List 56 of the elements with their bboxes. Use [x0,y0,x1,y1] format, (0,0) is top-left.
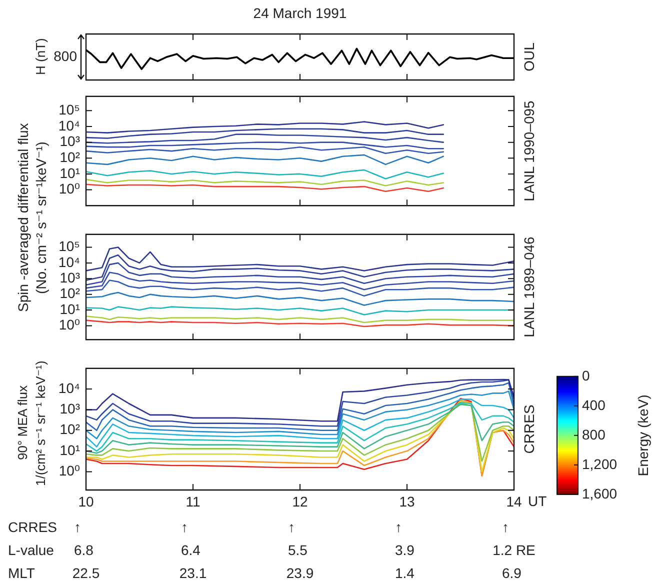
text: 1.4 [395,564,415,581]
y-axis-title: Spin -averaged differential flux (No. cm⁻² s⁻¹ sr⁻¹keV⁻¹) [14,122,50,314]
text: 6.4 [181,542,201,558]
text: 800 [54,48,78,64]
color-bar-title: Energy (keV) [634,394,651,476]
y-tick-label: 10⁰ [58,180,80,197]
text: ↑ [395,518,402,535]
text: L-value [8,542,54,558]
y-tick-label: 10⁴ [58,117,80,134]
y-tick-label: 10¹ [60,442,80,458]
y-tick-label: 10⁰ [58,316,80,333]
text: ↑ [74,518,81,535]
x-tick-label: 13 [399,493,415,510]
text: 6.8 [74,542,94,558]
y2-axis-title: CRRES [520,404,537,454]
x-tick-label: 11 [186,493,200,510]
y-tick-label: 10³ [60,133,80,150]
color-bar-label: 0 [582,367,590,384]
y-tick-label: 10³ [60,269,80,286]
text: 6.9 [502,564,522,581]
text: 23.9 [286,564,314,581]
text: CRRES [8,518,58,535]
y-tick-label: 10⁵ [58,102,80,118]
x-tick-label: 12 [292,493,308,510]
y-tick-label: 10⁵ [58,238,80,254]
y-axis-title: 90° MEA flux 1/(cm² s⁻¹ sr⁻¹ keV⁻¹) [14,359,49,488]
y2-axis-title: OUL [520,42,537,72]
y-tick-label: 10⁴ [58,380,80,396]
y-tick-label: 10² [60,285,80,302]
text: MLT [8,564,36,581]
x-tick-label: 14 [506,493,522,510]
y-tick-label: 10² [60,421,80,438]
x-axis-title: UT [528,492,548,509]
y2-axis-title: LANL 1990–095 [520,100,537,202]
y-tick-label: 10⁰ [58,462,80,479]
y-tick-label: 10¹ [60,164,80,181]
color-bar-label: 1,600 [582,485,618,502]
text: 23.1 [179,564,207,581]
y-tick-label: 10¹ [60,300,80,317]
text: 3.9 [395,542,415,558]
y2-axis-title: LANL 1989–046 [520,236,537,338]
text: 1.2 RE [492,542,536,558]
y-tick-label: 10² [60,149,80,165]
color-bar-label: 400 [582,396,606,413]
y-axis-title: H (nT) [32,38,49,78]
text: ↑ [181,518,188,535]
text: ↑ [502,518,509,535]
color-bar-label: 1,200 [582,456,618,472]
text: ↑ [288,518,295,535]
color-bar-label: 800 [582,426,606,442]
text: 22.5 [72,564,100,581]
x-tick-label: 10 [78,493,94,510]
y-tick-label: 10³ [60,400,80,417]
y-tick-label: 10⁴ [58,254,80,270]
text: 5.5 [288,542,308,558]
chart-title: 24 March 1991 [253,4,347,21]
